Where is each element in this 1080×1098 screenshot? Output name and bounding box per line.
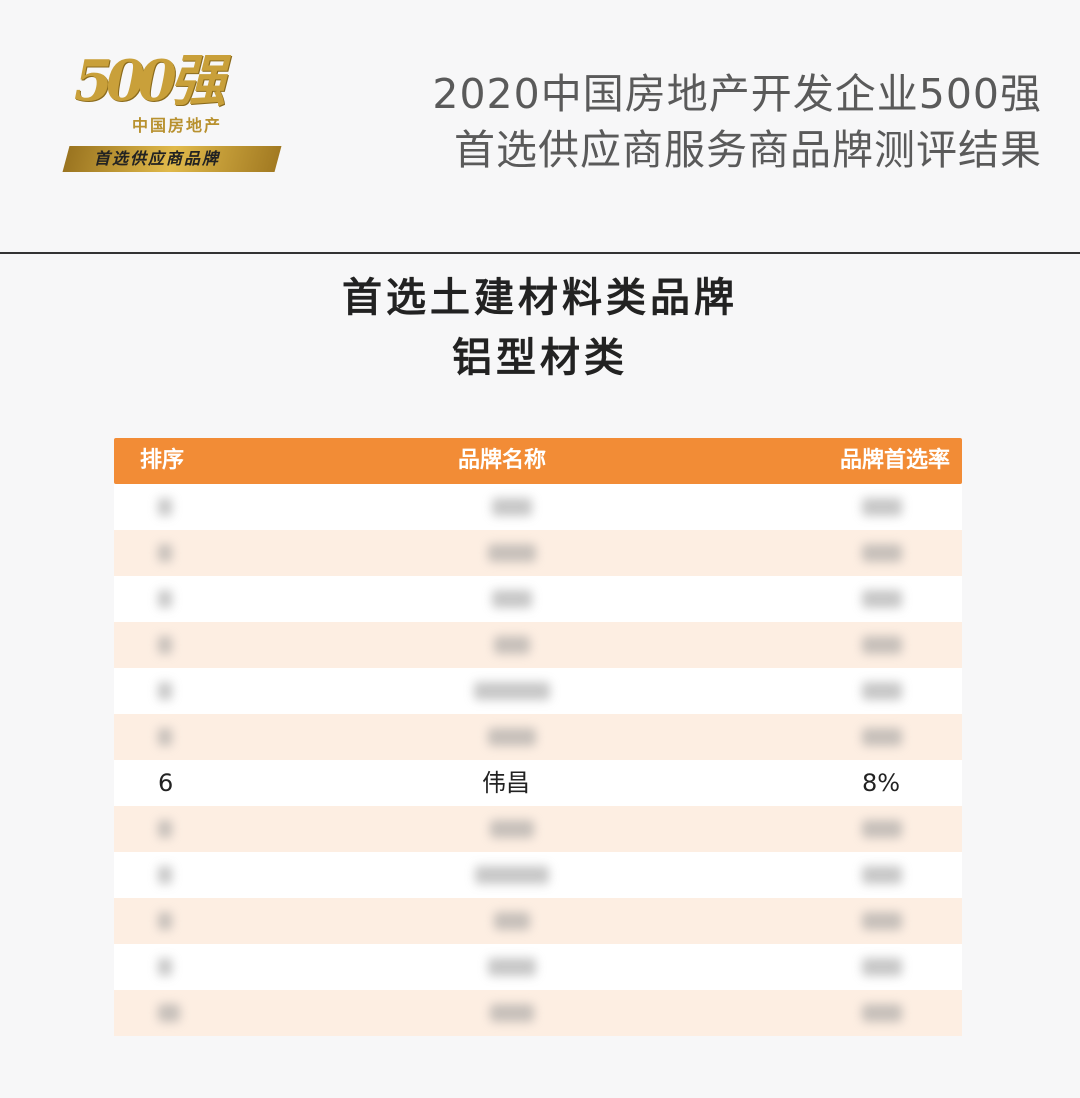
table-row [114,576,962,622]
blurred-brand [488,728,536,746]
logo-banner-text: 首选供应商品牌 [94,149,221,168]
blurred-rate [862,912,902,930]
table-row [114,944,962,990]
blurred-rank [158,1004,180,1022]
blurred-rank [158,728,172,746]
blurred-brand [488,958,536,976]
title-line-2: 首选供应商服务商品牌测评结果 [454,126,1042,174]
rate-cell: 8% [862,769,901,797]
blurred-rate [862,498,902,516]
blurred-rate [862,590,902,608]
blurred-rate [862,958,902,976]
col-rate: 品牌首选率 [839,448,950,473]
table-row [114,806,962,852]
rank-cell: 6 [158,769,174,797]
title-line-1: 2020中国房地产开发企业500强 [432,70,1042,118]
blurred-rank [158,636,172,654]
blurred-rank [158,498,172,516]
brand-table: 排序 品牌名称 品牌首选率 6 伟昌 8% [114,438,962,1036]
blurred-brand [475,866,549,884]
page-title: 2020中国房地产开发企业500强 首选供应商服务商品牌测评结果 [432,66,1042,178]
blurred-rate [862,820,902,838]
table-row [114,852,962,898]
brand-cell: 伟昌 [482,769,530,797]
col-brand: 品牌名称 [458,448,547,473]
blurred-rate [862,866,902,884]
table-row [114,668,962,714]
blurred-rank [158,544,172,562]
logo-sub: 中国房地产 [132,116,223,135]
divider [0,252,1080,254]
blurred-rank [158,682,172,700]
blurred-rate [862,728,902,746]
blurred-brand [492,498,532,516]
section-title: 首选土建材料类品牌 [342,275,738,321]
blurred-brand [494,636,530,654]
logo-number: 500强 [74,48,226,114]
blurred-rate [862,682,902,700]
logo-500-qiang: 500强 中国房地产 首选供应商品牌 [62,52,282,174]
blurred-brand [490,820,534,838]
blurred-rate [862,1004,902,1022]
blurred-brand [474,682,550,700]
table-row [114,622,962,668]
blurred-brand [494,912,530,930]
blurred-rank [158,590,172,608]
table-row [114,898,962,944]
blurred-rate [862,636,902,654]
section-subtitle: 铝型材类 [452,335,628,381]
blurred-brand [488,544,536,562]
blurred-rate [862,544,902,562]
table-row [114,530,962,576]
table-header: 排序 品牌名称 品牌首选率 [114,438,962,484]
table-row [114,990,962,1036]
col-rank: 排序 [140,448,185,473]
table-row [114,714,962,760]
blurred-rank [158,958,172,976]
table-row: 6 伟昌 8% [114,760,962,806]
blurred-brand [492,590,532,608]
blurred-brand [490,1004,534,1022]
blurred-rank [158,866,172,884]
blurred-rank [158,912,172,930]
table-row [114,484,962,530]
blurred-rank [158,820,172,838]
